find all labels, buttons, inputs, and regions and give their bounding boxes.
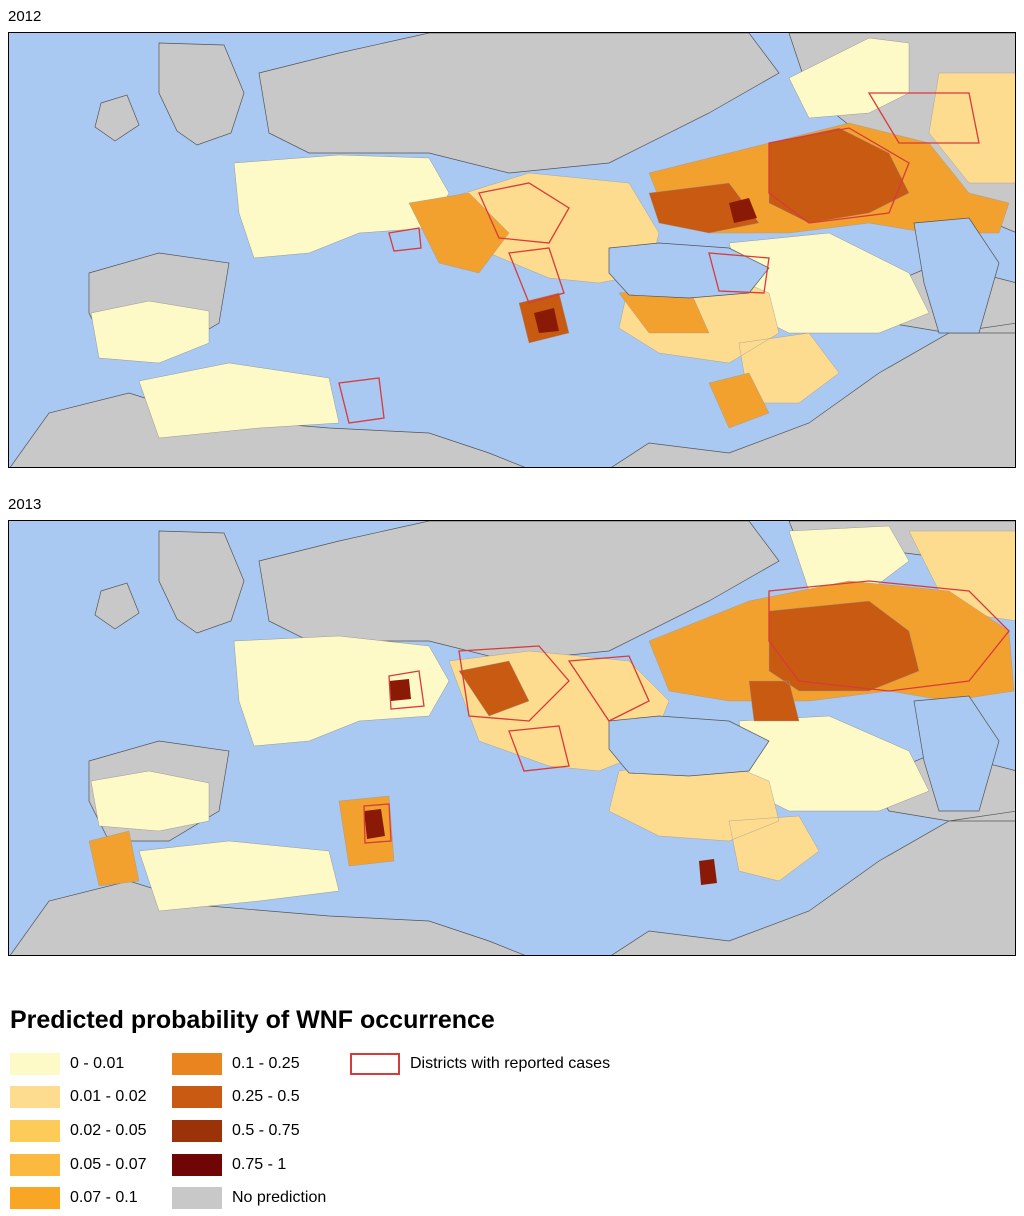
black-sea [608,715,770,777]
legend-swatch [10,1053,60,1075]
legend-swatch [172,1120,222,1142]
legend-label: 0.5 - 0.75 [232,1122,300,1139]
panel-year-label-2013: 2013 [8,496,42,513]
legend-item: 0 - 0.01 [10,1052,124,1076]
legend-label: 0.1 - 0.25 [232,1055,300,1072]
legend-label: Districts with reported cases [410,1055,611,1072]
legend-title: Predicted probability of WNF occurrence [10,1006,495,1034]
region-prob-0.25-0.75 [518,127,910,344]
legend-swatch [10,1086,60,1108]
legend-item: 0.25 - 0.5 [172,1085,300,1109]
map-2012-svg [9,33,1015,467]
legend-swatch [172,1086,222,1108]
map-2013-svg [9,521,1015,955]
legend-label: 0.01 - 0.02 [70,1088,147,1105]
legend-label: No prediction [232,1189,327,1206]
legend-item: No prediction [172,1186,326,1210]
legend-item: 0.1 - 0.25 [172,1052,300,1076]
region-prob-0.75-1 [364,679,717,885]
legend-item: 0.01 - 0.02 [10,1085,147,1109]
black-sea [608,242,770,299]
reported-districts [363,580,1010,844]
legend-item-reported-districts: Districts with reported cases [350,1052,610,1076]
map-2012[interactable] [8,32,1016,468]
legend-swatch [172,1154,222,1176]
caspian-sea [913,217,1000,334]
legend-label: 0 - 0.01 [70,1055,125,1072]
map-2013[interactable] [8,520,1016,956]
region-prob-0.75-1 [534,198,757,333]
region-prob-0-0.01 [90,525,930,912]
legend-item: 0.02 - 0.05 [10,1119,147,1143]
region-prob-0.25-0.75 [458,600,920,722]
legend-swatch [10,1120,60,1142]
caspian-sea [913,695,1000,812]
legend-swatch [10,1187,60,1209]
legend-label: 0.75 - 1 [232,1156,287,1173]
legend-swatch [172,1053,222,1075]
legend-swatch [172,1187,222,1209]
legend-item: 0.5 - 0.75 [172,1119,300,1143]
legend-item: 0.07 - 0.1 [10,1186,138,1210]
legend-swatch [10,1154,60,1176]
region-prob-0-0.01 [90,37,930,439]
legend-item: 0.05 - 0.07 [10,1153,147,1177]
panel-year-label-2012: 2012 [8,8,42,25]
legend-label: 0.07 - 0.1 [70,1189,138,1206]
legend-label: 0.25 - 0.5 [232,1088,300,1105]
legend-label: 0.02 - 0.05 [70,1122,147,1139]
legend-item: 0.75 - 1 [172,1153,286,1177]
reported-districts [338,92,980,424]
legend-swatch-outline [350,1053,400,1075]
legend-label: 0.05 - 0.07 [70,1156,147,1173]
